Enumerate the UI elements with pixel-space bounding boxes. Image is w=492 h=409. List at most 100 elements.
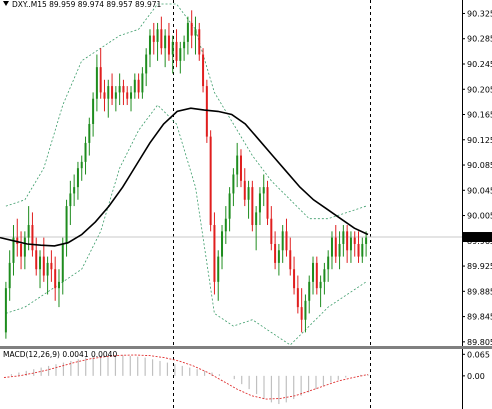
candle: [152, 22, 155, 55]
candle: [156, 22, 159, 61]
candle-body: [330, 237, 333, 257]
candle-body: [39, 256, 42, 270]
candle: [247, 180, 250, 219]
candle: [190, 10, 193, 49]
candle: [65, 199, 68, 257]
candle-body: [312, 262, 315, 282]
candle: [73, 174, 76, 207]
candle-body: [315, 262, 318, 289]
candle-body: [308, 281, 311, 301]
candle-body: [296, 288, 299, 308]
candle-body: [111, 86, 114, 99]
candle: [262, 174, 265, 207]
candle-body: [80, 161, 83, 169]
price-tick-label: 90.325: [467, 9, 492, 18]
candle: [209, 130, 212, 232]
candle-body: [251, 187, 254, 226]
candle: [315, 256, 318, 295]
current-price-label: 89.971: [465, 233, 492, 242]
candle-body: [236, 155, 239, 175]
candle-body: [338, 243, 341, 257]
bollinger-upper-band: [5, 3, 367, 220]
candle-body: [23, 237, 26, 257]
candle-body: [61, 243, 64, 282]
candle-body: [342, 231, 345, 244]
candle: [4, 281, 7, 339]
candle: [46, 256, 49, 295]
candle: [103, 79, 106, 112]
candle: [236, 142, 239, 188]
candle-body: [35, 250, 38, 270]
candle: [111, 73, 114, 106]
candle-body: [300, 307, 303, 320]
candle-body: [164, 35, 167, 49]
candle: [285, 218, 288, 257]
price-tick-label: 90.205: [467, 85, 492, 94]
candle: [300, 288, 303, 333]
macd-tick-label: 0.065: [467, 350, 490, 359]
candle-body: [84, 142, 87, 162]
candle-body: [175, 41, 178, 61]
candle-body: [334, 237, 337, 257]
candle-body: [20, 243, 23, 257]
candle-body: [304, 300, 307, 320]
price-tick-label: 90.285: [467, 35, 492, 44]
macd-tick-label: 0.00: [467, 372, 485, 381]
candle-body: [361, 243, 364, 257]
candle: [277, 243, 280, 276]
candle: [217, 250, 220, 301]
candle-body: [262, 187, 265, 194]
candle: [84, 136, 87, 175]
candle: [289, 237, 292, 276]
candle: [141, 67, 144, 99]
candle: [35, 237, 38, 276]
candle-body: [190, 22, 193, 36]
candle: [167, 22, 170, 61]
candle: [126, 86, 129, 106]
candle-body: [171, 41, 174, 55]
candle-body: [145, 54, 148, 74]
candle-body: [65, 206, 68, 244]
candle-body: [114, 92, 117, 99]
candle-body: [95, 67, 98, 99]
candle-body: [239, 155, 242, 181]
candle: [281, 225, 284, 263]
candle: [95, 54, 98, 112]
candle: [61, 237, 64, 295]
candle: [312, 256, 315, 295]
candle-body: [209, 136, 212, 226]
candle: [258, 187, 261, 226]
candle-body: [202, 54, 205, 87]
candle-body: [255, 212, 258, 226]
candle: [76, 161, 79, 200]
moving-average-line: [0, 107, 369, 247]
candle: [205, 79, 208, 143]
candle: [114, 86, 117, 112]
candle: [338, 231, 341, 270]
candle-body: [107, 86, 110, 99]
candle: [266, 180, 269, 226]
candle: [175, 29, 178, 68]
candle-body: [50, 262, 53, 270]
price-tick-label: 90.045: [467, 186, 492, 195]
candle: [213, 212, 216, 295]
candle-body: [217, 256, 220, 282]
candle: [23, 231, 26, 270]
candle-body: [277, 250, 280, 263]
pane-separator: [0, 346, 492, 349]
candle-body: [319, 281, 322, 289]
candle-body: [221, 231, 224, 257]
candle: [330, 231, 333, 270]
candle: [164, 29, 167, 68]
candle-body: [73, 187, 76, 194]
candle: [183, 35, 186, 61]
candle: [148, 29, 151, 68]
candle: [27, 206, 30, 251]
candle: [327, 250, 330, 282]
candle-body: [281, 231, 284, 251]
candle: [293, 256, 296, 295]
candle-body: [118, 86, 121, 93]
